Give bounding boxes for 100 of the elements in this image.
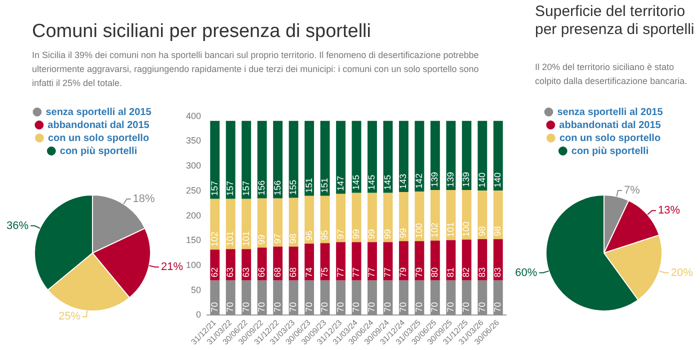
chart-title: Comuni siciliani per presenza di sportelli xyxy=(32,20,372,43)
y-tick-label: 350 xyxy=(186,136,202,146)
data-label: 70 xyxy=(304,302,314,312)
bar xyxy=(446,280,456,316)
data-label: 70 xyxy=(256,302,267,312)
data-label: 156 xyxy=(256,180,267,196)
data-label: 82 xyxy=(461,267,472,278)
bar xyxy=(398,120,408,192)
data-label: 151 xyxy=(320,178,330,193)
bar xyxy=(430,120,440,190)
bar xyxy=(257,198,267,248)
bar xyxy=(462,240,472,280)
data-label: 80 xyxy=(430,267,440,278)
data-label: 70 xyxy=(414,302,424,312)
bar xyxy=(242,198,252,250)
data-label: 157 xyxy=(225,180,236,196)
data-label: 70 xyxy=(445,302,456,312)
data-label: 21% xyxy=(160,260,184,273)
data-label: 145 xyxy=(350,174,361,190)
data-label: 70 xyxy=(320,302,330,312)
bar xyxy=(288,198,298,247)
data-label: 20% xyxy=(670,266,694,279)
legend-label: senza sportelli al 2015 xyxy=(557,106,664,118)
bar xyxy=(304,120,314,196)
data-label: 143 xyxy=(398,174,408,189)
bar xyxy=(273,120,283,198)
data-label: 102 xyxy=(430,222,440,238)
data-label: 139 xyxy=(461,172,472,187)
bar xyxy=(414,241,424,280)
bar xyxy=(368,280,377,316)
data-label: 157 xyxy=(240,180,251,196)
bar xyxy=(210,198,220,250)
legend-label: con un solo sportello xyxy=(559,132,661,144)
bar xyxy=(242,120,252,199)
bar xyxy=(320,243,330,280)
data-label: 83 xyxy=(492,267,503,278)
data-label: 99 xyxy=(398,228,408,238)
data-label: 77 xyxy=(366,267,377,278)
data-label: 101 xyxy=(225,231,236,246)
bar xyxy=(414,280,424,316)
data-label: 100 xyxy=(414,223,424,238)
bar xyxy=(320,120,330,196)
bar xyxy=(414,120,424,192)
data-label: 100 xyxy=(461,222,472,237)
data-label: 75 xyxy=(320,267,330,278)
legend-label: con più sportelli xyxy=(571,146,649,157)
y-tick-label: 0 xyxy=(196,310,202,320)
bar xyxy=(257,120,267,198)
data-label: 95 xyxy=(320,230,330,240)
data-label: 145 xyxy=(382,174,392,190)
bar xyxy=(414,191,424,242)
bar xyxy=(257,280,267,316)
data-label: 98 xyxy=(288,234,298,244)
data-label: 140 xyxy=(492,172,503,188)
bar xyxy=(336,194,346,242)
bar xyxy=(304,244,314,280)
y-tick-label: 300 xyxy=(186,160,202,171)
data-label: 77 xyxy=(382,267,392,278)
data-label: 98 xyxy=(492,226,503,236)
data-label: 66 xyxy=(256,267,267,278)
data-label: 70 xyxy=(366,302,377,312)
data-label: 68 xyxy=(272,267,282,278)
data-label: 83 xyxy=(476,267,487,278)
y-tick-label: 100 xyxy=(186,260,202,270)
data-label: 70 xyxy=(209,302,220,312)
bar xyxy=(273,280,283,316)
legend-label: senza sportelli al 2015 xyxy=(46,106,152,118)
bar xyxy=(210,280,220,316)
data-label: 70 xyxy=(272,302,282,312)
data-label: 70 xyxy=(398,302,408,312)
bar xyxy=(493,120,503,190)
bar xyxy=(336,242,346,280)
bar xyxy=(226,280,236,316)
data-label: 99 xyxy=(350,229,361,240)
data-label: 77 xyxy=(335,267,346,278)
bar xyxy=(462,280,472,316)
data-label: 13% xyxy=(658,204,680,217)
bar xyxy=(242,280,252,316)
legend-label: abbandonati dal 2015 xyxy=(48,120,150,131)
bar xyxy=(226,198,236,250)
data-label: 151 xyxy=(304,178,314,193)
bar xyxy=(398,280,408,316)
data-label: 77 xyxy=(350,267,361,278)
data-label: 7% xyxy=(624,184,640,197)
bar xyxy=(304,196,314,244)
bar xyxy=(398,192,408,242)
bar xyxy=(478,280,488,316)
bar xyxy=(288,280,298,316)
bar xyxy=(493,239,503,280)
legend-label: abbandonati dal 2015 xyxy=(559,120,662,131)
bar xyxy=(320,280,330,316)
data-label: 147 xyxy=(335,176,346,191)
bar xyxy=(430,280,440,316)
data-label: 139 xyxy=(430,172,440,187)
data-label: 156 xyxy=(272,180,282,196)
bar xyxy=(226,120,236,199)
legend-label: con un solo sportello xyxy=(48,132,150,144)
data-label: 155 xyxy=(288,180,298,195)
bar xyxy=(320,196,330,244)
data-label: 79 xyxy=(398,267,408,278)
